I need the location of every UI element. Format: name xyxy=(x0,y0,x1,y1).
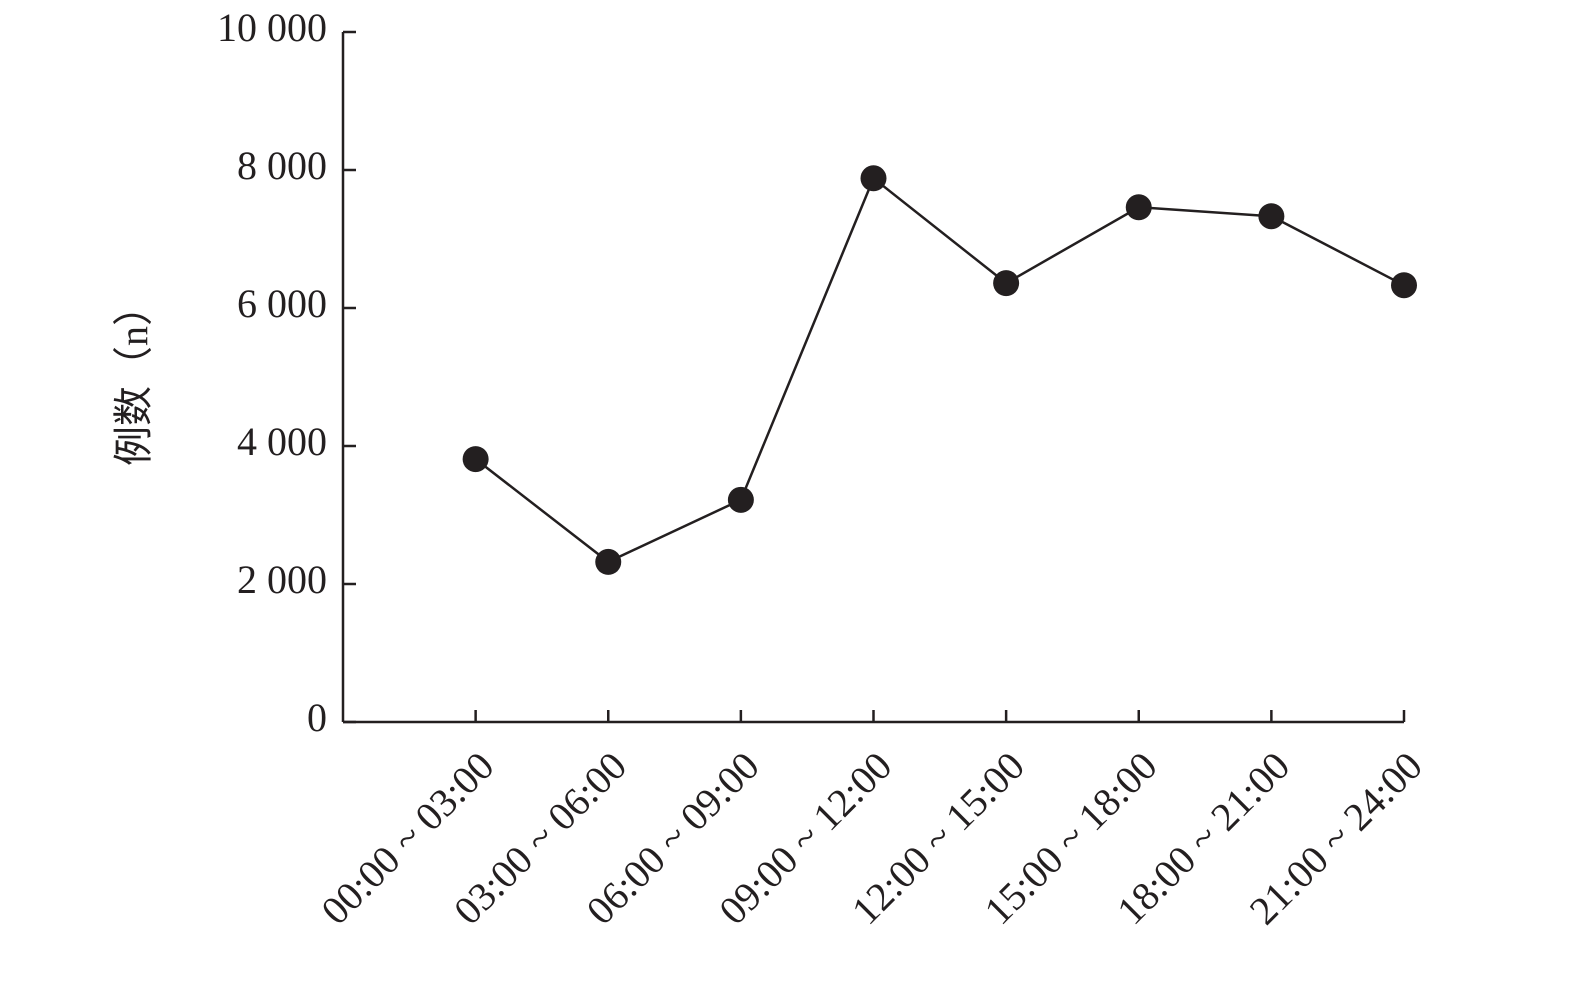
point xyxy=(595,548,622,575)
point xyxy=(727,486,754,513)
point xyxy=(1391,272,1417,299)
y-tick-label: 8 000 xyxy=(237,143,327,188)
y-tick-label: 6 000 xyxy=(237,281,327,326)
point xyxy=(993,270,1020,297)
y-axis-label: 例数（n） xyxy=(111,286,156,466)
y-tick-label: 10 000 xyxy=(217,5,327,50)
point xyxy=(860,165,887,192)
point xyxy=(462,446,489,473)
y-tick-label: 2 000 xyxy=(237,557,327,602)
point xyxy=(1125,194,1152,221)
y-tick-label: 0 xyxy=(307,695,327,740)
y-tick-label: 4 000 xyxy=(237,419,327,464)
point xyxy=(1258,203,1285,230)
line xyxy=(474,176,1405,564)
